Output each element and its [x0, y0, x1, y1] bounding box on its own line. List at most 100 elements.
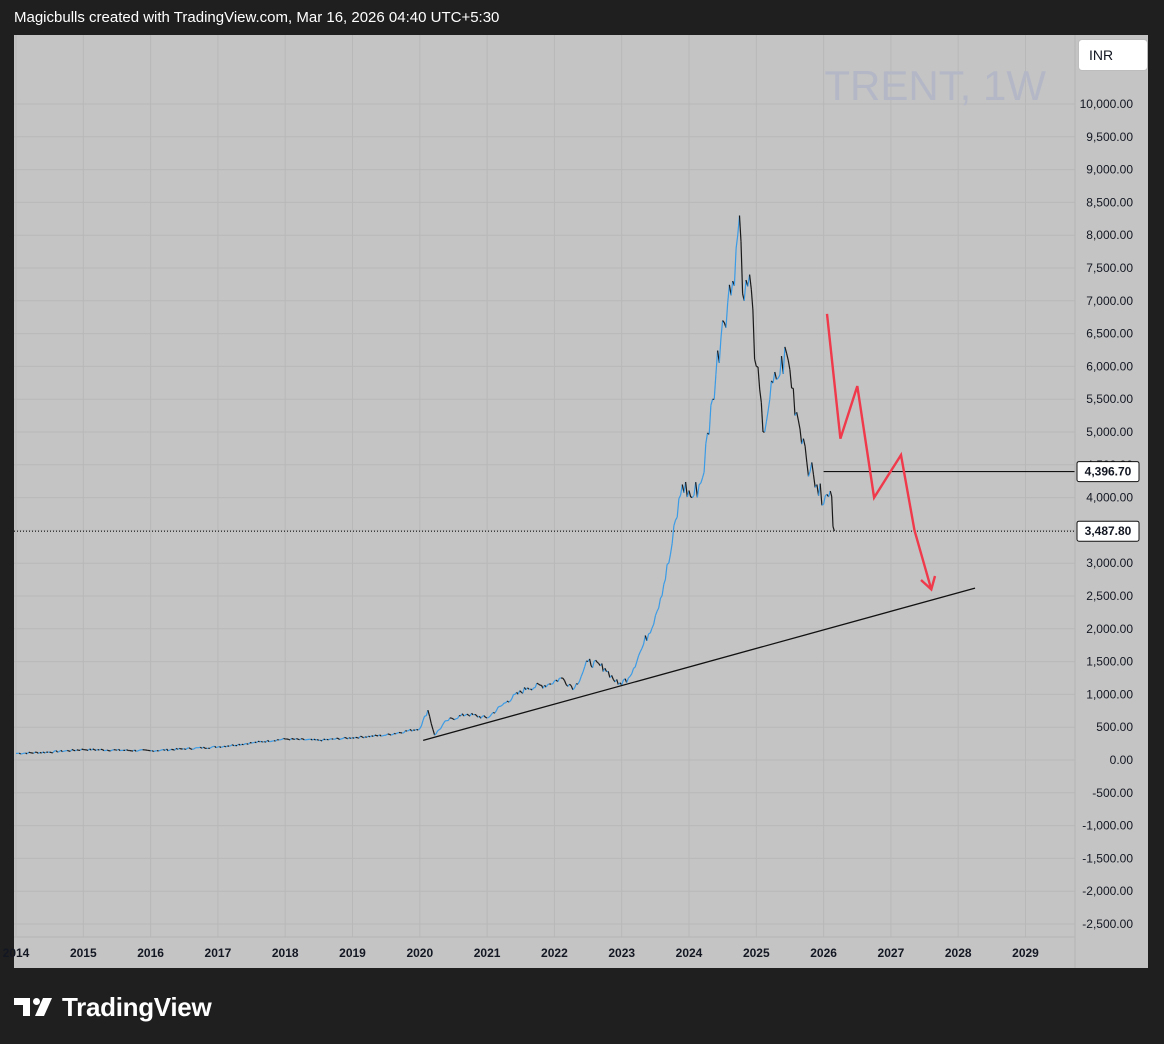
price-bar-up	[358, 735, 361, 739]
price-label-text: 4,396.70	[1085, 465, 1132, 479]
currency-button[interactable]: INR	[1078, 39, 1148, 71]
price-bar-down	[429, 716, 432, 724]
price-bar-down	[519, 690, 522, 693]
price-bar-up	[58, 749, 62, 752]
price-bar-down	[786, 353, 789, 361]
price-bar-up	[366, 735, 369, 738]
price-bar-down	[203, 746, 206, 749]
price-bar-up	[593, 659, 596, 662]
x-tick-label: 2020	[406, 946, 433, 960]
price-bar-up	[137, 749, 140, 752]
price-bar-up	[676, 498, 680, 518]
price-bar-down	[799, 428, 803, 445]
price-bar-up	[634, 661, 638, 668]
price-bar-up	[621, 679, 624, 686]
tradingview-logo[interactable]: TradingView	[14, 990, 212, 1024]
price-bar-down	[432, 729, 436, 736]
price-bar-down	[452, 718, 455, 721]
price-bar-down	[752, 309, 756, 360]
price-bar-up	[725, 302, 729, 328]
price-bar-down	[461, 713, 465, 717]
price-bar-up	[823, 495, 826, 505]
price-bar-down	[224, 745, 227, 748]
price-bar-up	[52, 750, 55, 754]
price-bar-up	[99, 748, 102, 751]
price-bar-down	[267, 739, 270, 743]
price-bar-up	[222, 745, 225, 748]
price-bar-down	[102, 749, 105, 752]
price-bar-down	[611, 675, 614, 680]
x-tick-label: 2019	[339, 946, 366, 960]
projection-zigzag-arrow[interactable]	[825, 313, 933, 590]
x-tick-label: 2014	[3, 946, 30, 960]
price-bar-up	[220, 746, 223, 748]
price-bar-up	[440, 725, 443, 729]
y-tick-label: 1,000.00	[1086, 687, 1133, 701]
price-bar-up	[511, 694, 515, 699]
price-bar-down	[738, 215, 742, 242]
y-tick-label: 6,500.00	[1086, 327, 1133, 341]
price-bar-down	[506, 700, 510, 703]
price-bar-down	[570, 685, 574, 691]
price-bar-up	[312, 738, 315, 741]
price-bar-down	[596, 661, 600, 665]
price-bar-up	[236, 743, 240, 747]
price-bar-up	[497, 705, 500, 708]
drawings-layer[interactable]	[14, 313, 1075, 741]
price-bar-down	[474, 713, 477, 716]
price-bar-up	[666, 562, 670, 565]
time-axis[interactable]: 2014 2015 2016 2017 2018 2019 2020 2021 2022 2023…	[3, 946, 1040, 960]
y-tick-label: 500.00	[1096, 720, 1133, 734]
price-bar-up	[545, 684, 549, 688]
price-bar-up	[580, 671, 584, 677]
price-label-text: 3,487.80	[1085, 524, 1132, 538]
price-bar-up	[482, 715, 485, 717]
price-bar-down	[36, 751, 39, 754]
price-bar-up	[698, 482, 702, 486]
price-bar-up	[193, 747, 196, 750]
price-bar-down	[118, 748, 121, 752]
price-bar-down	[616, 679, 619, 685]
price-bar-up	[372, 734, 376, 737]
price-bar-up	[90, 748, 94, 751]
price-bar-up	[275, 739, 278, 742]
price-bar-up	[185, 747, 188, 750]
price-bar-down	[344, 736, 347, 739]
price-bar-down	[832, 526, 835, 532]
price-bar-up	[701, 471, 705, 479]
price-bar-up	[509, 698, 513, 702]
price-bar-down	[586, 660, 589, 663]
price-bar-up	[33, 751, 36, 754]
price-bar-down	[774, 371, 778, 380]
price-bar-up	[294, 738, 297, 740]
y-tick-label: -2,000.00	[1082, 884, 1133, 898]
price-bar-up	[488, 715, 491, 718]
price-bar-down	[337, 737, 341, 741]
price-bar-down	[722, 320, 725, 323]
price-bar-up	[477, 715, 480, 718]
price-bar-down	[695, 482, 698, 498]
x-tick-label: 2022	[541, 946, 568, 960]
price-bar-up	[720, 320, 724, 338]
price-bar-up	[397, 731, 400, 734]
price-bar-down	[60, 749, 63, 753]
price-bar-down	[595, 659, 598, 663]
price-bar-up	[582, 666, 586, 673]
price-bar-up	[350, 737, 353, 740]
price-bar-up	[381, 735, 384, 737]
price-bar-down	[607, 671, 611, 678]
symbol-watermark: TRENT, 1W	[824, 62, 1046, 109]
tradingview-brand-text: TradingView	[62, 991, 212, 1022]
price-bar-up	[534, 682, 538, 688]
price-bar-up	[491, 712, 494, 715]
support-trendline[interactable]	[422, 587, 976, 741]
price-bar-down	[288, 738, 291, 741]
price-bar-up	[649, 627, 653, 634]
y-tick-label: 6,000.00	[1086, 359, 1133, 373]
price-bar-down	[349, 737, 352, 740]
price-bar-down	[471, 712, 474, 716]
price-bar-up	[252, 741, 256, 744]
chart-background	[14, 35, 1148, 968]
x-tick-label: 2028	[945, 946, 972, 960]
